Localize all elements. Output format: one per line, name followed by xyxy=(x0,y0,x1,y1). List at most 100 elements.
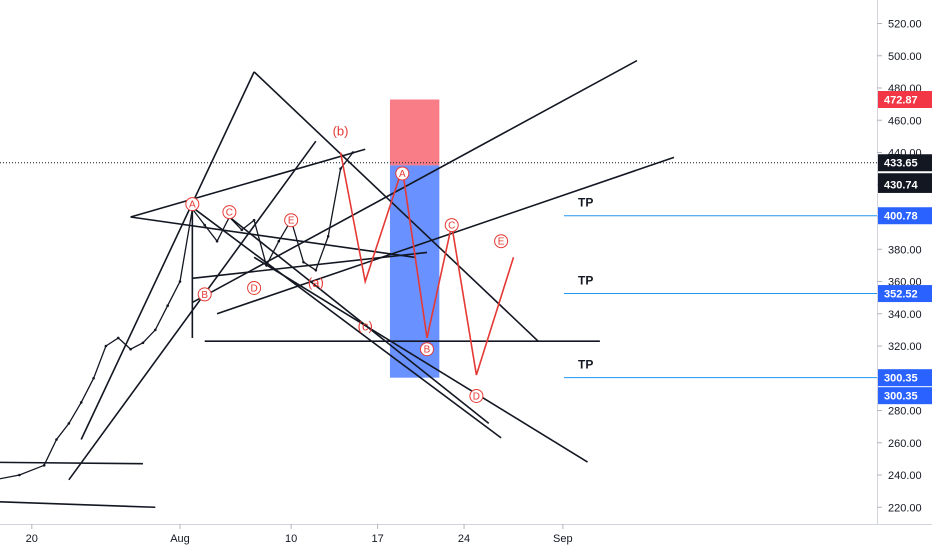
trendline xyxy=(253,256,588,463)
price-tick-label: 380.00 xyxy=(888,244,922,256)
price-tick-label: 340.00 xyxy=(888,309,922,321)
tp3-price-badge: 300.35 xyxy=(884,373,918,385)
wave-label: C xyxy=(226,208,233,219)
trendline xyxy=(130,148,366,218)
price-point xyxy=(178,280,182,283)
trendline xyxy=(228,216,490,425)
take-profit-zone xyxy=(389,165,440,378)
wave-label: E xyxy=(498,237,505,248)
time-tick-label: 24 xyxy=(458,533,470,545)
price-tick-label: 500.00 xyxy=(888,51,922,63)
wave-label: E xyxy=(288,216,295,227)
prev-close-badge-bg xyxy=(878,175,932,193)
price-point xyxy=(314,268,318,272)
tp-label: TP xyxy=(578,196,593,210)
price-point xyxy=(203,223,206,227)
trendlines xyxy=(0,59,675,509)
price-point xyxy=(302,260,305,264)
time-tick-label: 17 xyxy=(371,533,383,545)
trendline xyxy=(191,206,502,439)
wave-label: D xyxy=(250,283,257,294)
wave-label-circle xyxy=(494,234,509,249)
tp-levels: TP TP TP xyxy=(564,196,877,379)
price-point xyxy=(92,376,95,380)
tp3-price-badge-bg xyxy=(878,369,932,387)
price-axis: 220.00240.00260.00280.00300.00320.00340.… xyxy=(877,0,922,524)
tp3b-price-badge: 300.35 xyxy=(884,391,918,403)
trendline xyxy=(80,71,255,440)
price-point xyxy=(339,167,342,170)
stop-loss-zone xyxy=(389,99,440,166)
tp1-price-badge-bg xyxy=(878,207,932,225)
price-point xyxy=(166,304,169,307)
price-point xyxy=(252,218,256,222)
wave-label: (c) xyxy=(358,319,373,334)
trendline xyxy=(0,461,143,465)
price-point xyxy=(277,239,281,243)
price-tick-label: 520.00 xyxy=(888,19,922,31)
wave-label-circle xyxy=(284,213,299,228)
current-price-badge: 433.65 xyxy=(884,158,918,170)
wave-label-circle xyxy=(444,218,459,233)
time-tick-label: 10 xyxy=(285,533,297,545)
wave-label: D xyxy=(473,391,480,402)
price-point xyxy=(265,264,268,267)
time-tick-label: Sep xyxy=(553,533,573,545)
wave-label: B xyxy=(201,290,208,301)
stop-price-badge: 472.87 xyxy=(884,94,918,106)
position-zones xyxy=(389,99,440,378)
price-point xyxy=(141,341,145,345)
price-point xyxy=(104,344,108,348)
prev-close-badge: 430.74 xyxy=(884,179,919,191)
price-tick-label: 460.00 xyxy=(888,115,922,127)
time-axis: 20 Aug 10 17 24 Sep xyxy=(0,524,932,545)
stop-price-badge-bg xyxy=(878,90,932,108)
wave-label-circle xyxy=(222,205,237,220)
price-tick-label: 280.00 xyxy=(888,406,922,418)
wave-label: B xyxy=(424,345,431,356)
trendline xyxy=(216,156,675,315)
price-point xyxy=(67,422,71,425)
tp2-price-badge: 352.52 xyxy=(884,289,918,301)
trendline xyxy=(192,251,428,280)
time-tick-label: Aug xyxy=(170,533,190,545)
price-point xyxy=(154,328,157,332)
price-point xyxy=(240,228,244,232)
wave-label: A xyxy=(399,169,406,180)
price-point xyxy=(79,401,83,404)
tp-label: TP xyxy=(578,274,593,288)
price-tick-label: 220.00 xyxy=(888,502,922,514)
projection-line xyxy=(339,152,515,376)
tp1-price-badge: 400.78 xyxy=(884,211,918,223)
price-tick-label: 320.00 xyxy=(888,341,922,353)
wave-label: (b) xyxy=(333,124,349,139)
wave-label-circle xyxy=(395,166,410,181)
price-point xyxy=(18,473,21,477)
price-tick-label: 240.00 xyxy=(888,470,922,482)
price-tick-label: 260.00 xyxy=(888,438,922,450)
wave-label-circle xyxy=(420,342,434,357)
trendline xyxy=(253,71,539,342)
price-point xyxy=(351,151,355,154)
trendline xyxy=(0,501,156,509)
tp-label: TP xyxy=(578,358,593,372)
wave-label-circle xyxy=(185,197,200,212)
price-point xyxy=(129,347,132,351)
price-point xyxy=(116,336,120,340)
current-price-badge-bg xyxy=(878,154,932,172)
tp3b-price-badge-bg xyxy=(878,387,932,405)
price-point xyxy=(215,239,219,243)
wave-label-circle xyxy=(247,280,262,295)
wave-label-circle xyxy=(469,388,484,403)
price-point xyxy=(326,235,330,238)
price-badges: 472.87433.6513:14430.74400.78352.52300.3… xyxy=(878,90,932,405)
wave-label: C xyxy=(448,221,455,232)
wave-labels: A B C D E (a) (b) (c) A B C D E xyxy=(185,124,509,403)
trendline xyxy=(130,216,415,259)
tp2-price-badge-bg xyxy=(878,285,932,303)
wave-label-circle xyxy=(197,287,212,302)
price-line xyxy=(0,152,354,480)
wave-label: A xyxy=(189,200,196,211)
wave-projection xyxy=(339,152,515,376)
